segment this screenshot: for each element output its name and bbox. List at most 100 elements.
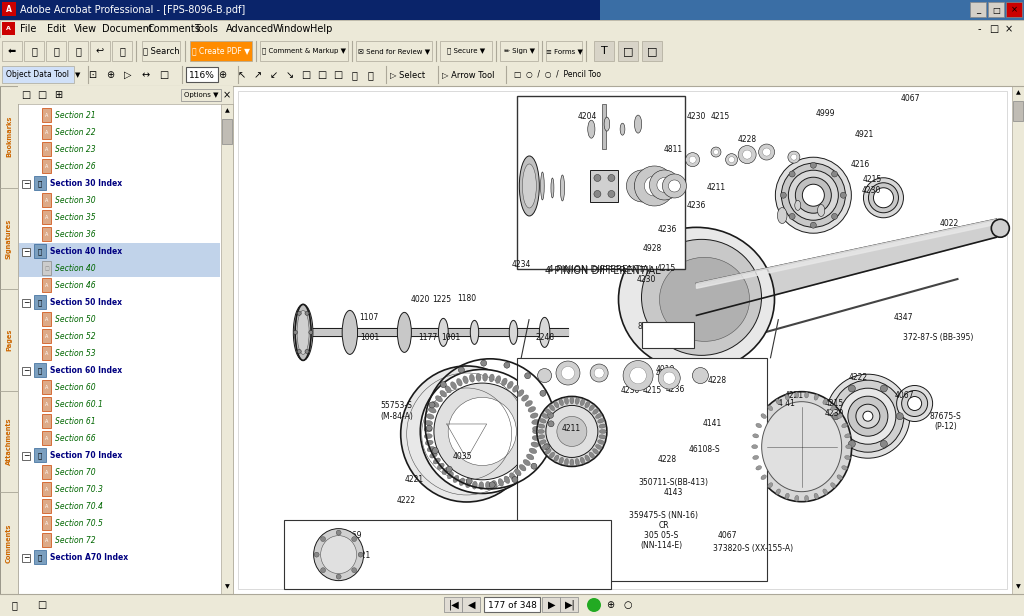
Ellipse shape [542,413,548,418]
FancyBboxPatch shape [500,41,538,61]
Bar [517,96,685,269]
Circle shape [896,413,903,419]
Circle shape [873,188,894,208]
FancyBboxPatch shape [34,176,46,190]
Bar [1006,2,1022,17]
Text: 2248: 2248 [535,333,554,342]
Circle shape [537,397,607,466]
Ellipse shape [489,374,495,382]
Text: Section 66: Section 66 [55,434,95,443]
Ellipse shape [507,381,513,389]
Ellipse shape [589,452,595,458]
Circle shape [635,166,675,206]
Circle shape [358,552,364,557]
Circle shape [321,537,326,541]
Circle shape [434,383,530,480]
Text: Section 30 Index: Section 30 Index [50,179,122,188]
Text: Pages: Pages [6,329,12,351]
Text: Section 53: Section 53 [55,349,95,358]
Bar [18,86,233,104]
Text: ▼: ▼ [224,585,229,590]
Text: A: A [45,470,48,475]
Ellipse shape [756,466,762,470]
Text: ⊕: ⊕ [105,70,114,80]
Circle shape [594,368,604,378]
Ellipse shape [342,310,357,354]
Circle shape [314,552,319,557]
Circle shape [594,174,601,182]
Ellipse shape [588,120,595,138]
Circle shape [351,568,356,573]
Text: 4215
4230: 4215 4230 [824,399,844,418]
Text: □: □ [37,90,47,100]
Bar [602,104,606,149]
Bar [22,367,30,375]
Text: Section 52: Section 52 [55,332,95,341]
Text: □: □ [623,46,633,56]
Ellipse shape [538,429,545,434]
FancyBboxPatch shape [186,67,218,82]
Text: −: − [23,298,30,307]
FancyBboxPatch shape [42,142,51,156]
Ellipse shape [599,429,606,434]
Ellipse shape [541,172,544,200]
Text: 116%: 116% [189,70,215,79]
Ellipse shape [768,405,773,411]
FancyBboxPatch shape [190,41,252,61]
FancyBboxPatch shape [42,125,51,139]
FancyBboxPatch shape [618,41,638,61]
Ellipse shape [753,455,759,460]
Text: _: _ [976,6,980,15]
Ellipse shape [442,468,449,474]
Circle shape [775,157,851,233]
Text: □  ○  /  ○  /  Pencil Too: □ ○ / ○ / Pencil Too [514,70,601,79]
Bar [22,554,30,562]
Ellipse shape [509,320,518,344]
Bar [22,179,30,187]
Text: 🔒 Secure ▼: 🔒 Secure ▼ [446,47,485,54]
Text: 4 PINION DIFFERENTIAL: 4 PINION DIFFERENTIAL [548,265,653,274]
FancyBboxPatch shape [34,550,46,564]
Circle shape [826,374,910,458]
Circle shape [294,330,297,334]
Text: □: □ [989,24,998,34]
Ellipse shape [785,394,790,400]
Text: Section 60: Section 60 [55,383,95,392]
Ellipse shape [466,480,471,488]
FancyBboxPatch shape [181,89,221,101]
Text: A: A [45,487,48,492]
FancyBboxPatch shape [42,210,51,224]
Text: Section 50 Index: Section 50 Index [50,298,122,307]
Text: ↔: ↔ [142,70,151,80]
Circle shape [594,190,601,198]
Text: 📁: 📁 [38,248,42,255]
Polygon shape [696,219,996,315]
FancyBboxPatch shape [142,41,180,61]
Ellipse shape [842,466,848,470]
Ellipse shape [496,376,501,383]
Ellipse shape [482,373,487,381]
FancyBboxPatch shape [560,597,578,612]
Circle shape [548,412,554,418]
Ellipse shape [846,445,852,448]
Ellipse shape [635,115,642,133]
FancyBboxPatch shape [42,380,51,394]
Text: □: □ [317,70,327,80]
Circle shape [538,368,552,383]
Text: Section 60.1: Section 60.1 [55,400,102,409]
Text: A: A [45,504,48,509]
Circle shape [726,153,737,166]
FancyBboxPatch shape [42,108,51,122]
Bar [19,243,220,260]
Text: ×: × [1005,24,1013,34]
Text: 4067: 4067 [895,391,914,400]
Text: Section 61: Section 61 [55,417,95,426]
FancyBboxPatch shape [24,41,44,61]
Text: ⬜: ⬜ [351,70,357,80]
FancyBboxPatch shape [90,41,110,61]
Circle shape [711,147,721,157]
Circle shape [623,360,653,391]
Text: □: □ [334,70,343,80]
Ellipse shape [459,478,465,485]
Circle shape [881,440,888,447]
